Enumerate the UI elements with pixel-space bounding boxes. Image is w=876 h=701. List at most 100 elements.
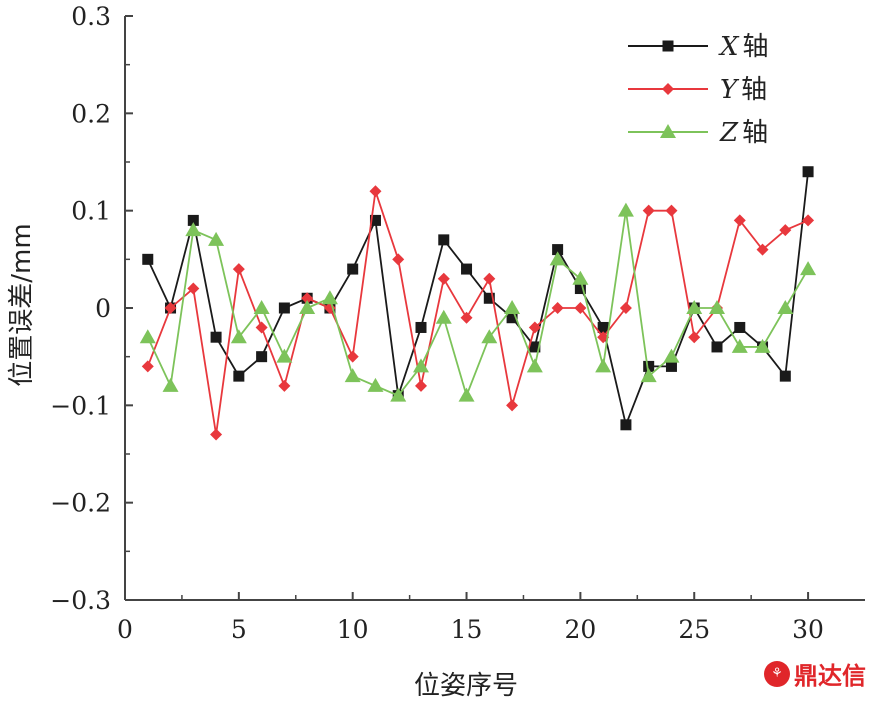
series-line-y xyxy=(146,190,809,435)
data-point-z xyxy=(253,300,270,314)
data-point-z xyxy=(367,377,384,392)
data-point-x xyxy=(461,263,473,275)
x-tick-label: 30 xyxy=(792,615,824,644)
data-point-z xyxy=(640,368,657,383)
y-tick-label: 0.3 xyxy=(71,2,111,31)
data-point-z xyxy=(139,329,156,344)
data-point-x xyxy=(734,321,746,333)
x-axis-title: 位姿序号 xyxy=(414,671,518,701)
legend-marker xyxy=(662,83,674,95)
data-point-z xyxy=(663,348,680,363)
data-point-x xyxy=(620,419,632,431)
data-point-x xyxy=(438,234,450,246)
y-axis-title: 位置误差/mm xyxy=(7,223,37,386)
data-point-x xyxy=(347,263,359,275)
data-point-z xyxy=(321,290,338,305)
y-tick-label: −0.3 xyxy=(50,586,111,615)
data-point-y xyxy=(255,321,268,334)
data-point-x xyxy=(574,283,586,295)
series-y xyxy=(141,185,815,441)
data-point-y xyxy=(460,311,473,324)
series-line-z xyxy=(146,210,809,399)
data-point-y xyxy=(437,272,450,285)
legend-marker xyxy=(660,124,676,138)
data-point-y xyxy=(574,302,587,314)
data-point-x xyxy=(142,253,154,265)
data-point-x xyxy=(369,214,381,226)
data-point-z xyxy=(731,338,748,353)
data-point-x xyxy=(711,341,723,353)
data-point-z xyxy=(413,358,429,373)
data-point-z xyxy=(617,202,634,217)
data-point-y xyxy=(688,331,701,344)
data-point-z xyxy=(299,300,316,314)
data-point-z xyxy=(458,387,475,402)
x-tick-label: 25 xyxy=(678,615,710,644)
watermark-logo-icon: ⚘ xyxy=(764,660,790,687)
data-point-z xyxy=(572,270,589,285)
watermark: ⚘ 鼎达信 xyxy=(764,656,866,691)
data-point-z xyxy=(390,387,407,402)
data-point-y xyxy=(802,214,815,227)
data-point-y xyxy=(278,379,291,392)
data-point-z xyxy=(709,300,725,314)
data-point-z xyxy=(435,309,452,324)
data-point-z xyxy=(185,222,202,237)
data-point-y xyxy=(619,302,632,314)
data-point-z xyxy=(344,368,361,383)
data-point-x xyxy=(779,370,791,382)
data-point-y xyxy=(232,263,245,276)
series-x xyxy=(142,166,814,431)
data-point-y xyxy=(642,204,655,217)
data-point-y xyxy=(551,302,564,314)
data-point-y xyxy=(733,214,746,227)
data-point-x xyxy=(278,302,290,314)
series-z xyxy=(139,202,817,402)
data-point-x xyxy=(233,370,245,382)
data-point-z xyxy=(481,329,498,344)
data-point-y xyxy=(779,224,792,237)
x-tick-label: 15 xyxy=(451,615,483,644)
data-point-z xyxy=(162,377,179,392)
data-point-z xyxy=(526,358,543,373)
data-point-z xyxy=(754,338,771,353)
data-point-y xyxy=(187,282,200,295)
axes: 0.30.20.10−0.1−0.2−0.30 5 10 15 20 25 30 xyxy=(50,2,865,644)
data-point-z xyxy=(800,261,817,276)
data-point-x xyxy=(552,244,564,256)
data-point-x xyxy=(483,292,495,304)
data-point-y xyxy=(346,350,359,363)
data-point-y xyxy=(415,379,427,392)
data-point-z xyxy=(208,231,225,246)
data-point-x xyxy=(597,321,609,333)
legend: X 轴 Y 轴 Z 轴 xyxy=(628,32,769,148)
series-layer xyxy=(139,166,817,441)
data-point-z xyxy=(549,251,566,266)
data-point-y xyxy=(301,292,314,305)
data-point-y xyxy=(141,360,154,373)
data-point-x xyxy=(643,360,655,372)
x-tick-label: 0 xyxy=(117,615,133,644)
data-point-x xyxy=(187,214,199,226)
x-tick-label: 20 xyxy=(564,615,596,644)
data-point-y xyxy=(210,428,223,441)
data-point-y xyxy=(665,204,678,217)
data-point-y xyxy=(164,302,177,314)
data-point-y xyxy=(528,321,541,334)
data-point-y xyxy=(756,243,769,256)
data-point-x xyxy=(256,351,268,363)
data-point-y xyxy=(506,399,519,412)
data-point-y xyxy=(369,185,382,198)
data-point-z xyxy=(230,329,247,344)
y-tick-label: 0.1 xyxy=(71,197,111,226)
data-point-z xyxy=(276,348,293,363)
y-tick-label: 0 xyxy=(95,294,111,323)
data-point-y xyxy=(483,272,496,285)
data-point-x xyxy=(506,312,518,324)
